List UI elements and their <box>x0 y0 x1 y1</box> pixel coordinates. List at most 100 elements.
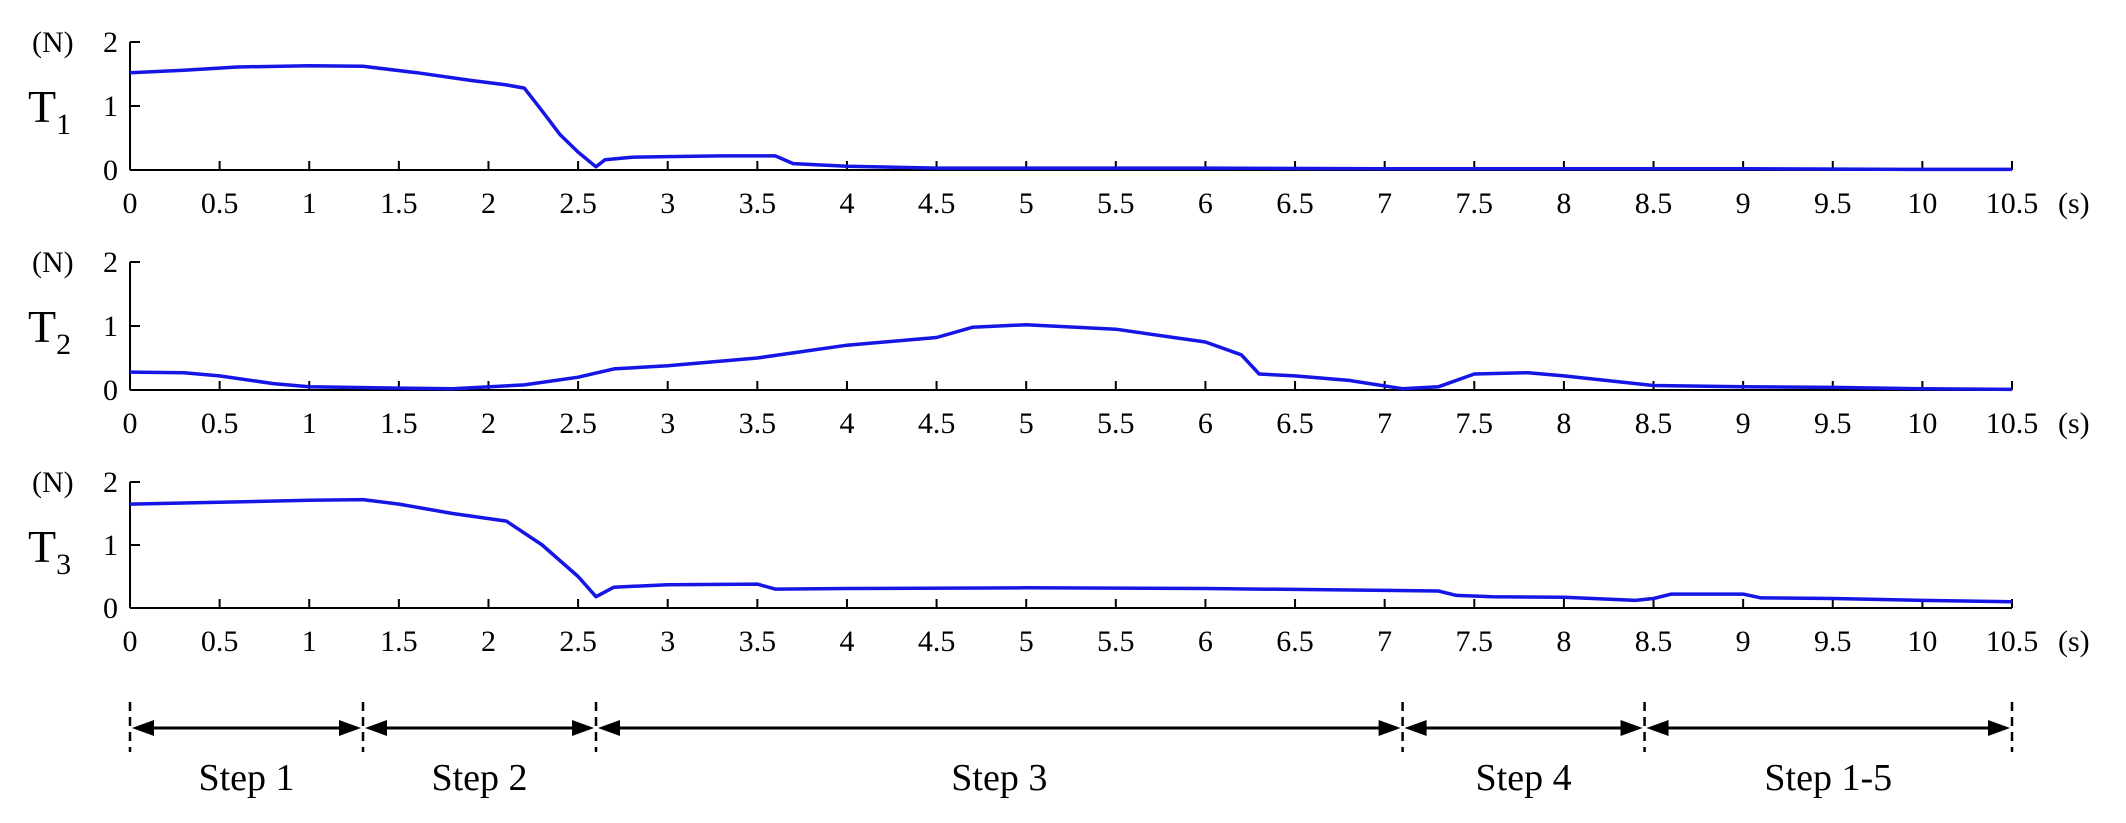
panel3-y-unit: (N) <box>32 466 74 499</box>
panel3-x-tick-label: 7.5 <box>1456 625 1494 658</box>
step-arrowhead-right <box>339 720 362 736</box>
step-label: Step 3 <box>951 757 1047 799</box>
panel3-y-label: T3 <box>28 521 71 581</box>
panel3-x-tick-label: 1 <box>302 625 317 658</box>
panel1-x-tick-label: 10 <box>1907 187 1937 220</box>
panel2-x-tick-label: 1 <box>302 407 317 440</box>
panel2-x-tick-label: 0.5 <box>201 407 239 440</box>
panel2-x-tick-label: 10.5 <box>1986 407 2039 440</box>
panel3-x-unit: (s) <box>2058 625 2090 658</box>
panel2-x-tick-label: 3.5 <box>739 407 777 440</box>
panel2-x-tick-label: 4 <box>839 407 854 440</box>
panel2-y-tick-label: 1 <box>103 310 118 343</box>
panel1-x-tick-label: 3.5 <box>739 187 777 220</box>
step-label: Step 1 <box>198 757 294 799</box>
panel2-x-tick-label: 2.5 <box>559 407 597 440</box>
panel2-x-tick-label: 9.5 <box>1814 407 1852 440</box>
panel3-x-tick-label: 10 <box>1907 625 1937 658</box>
step-arrowhead-left <box>1404 720 1427 736</box>
panel2-x-tick-label: 3 <box>660 407 675 440</box>
panel1-x-tick-label: 7 <box>1377 187 1392 220</box>
panel3-x-tick-label: 6.5 <box>1276 625 1314 658</box>
panel3-x-tick-label: 8.5 <box>1635 625 1673 658</box>
panel1-x-tick-label: 4.5 <box>918 187 956 220</box>
panel1-y-label: T1 <box>28 81 71 141</box>
panel3-x-tick-label: 5.5 <box>1097 625 1135 658</box>
panel1-x-tick-label: 1.5 <box>380 187 418 220</box>
panel2-x-tick-label: 10 <box>1907 407 1937 440</box>
panel2-x-tick-label: 5 <box>1019 407 1034 440</box>
panel2-x-tick-label: 5.5 <box>1097 407 1135 440</box>
panel2-y-tick-label: 0 <box>103 374 118 407</box>
panel1-y-tick-label: 0 <box>103 154 118 187</box>
panel2-x-tick-label: 8.5 <box>1635 407 1673 440</box>
panel2-x-tick-label: 7 <box>1377 407 1392 440</box>
panel1-x-tick-label: 0.5 <box>201 187 239 220</box>
panel1-x-unit: (s) <box>2058 187 2090 220</box>
panel2-x-tick-label: 9 <box>1736 407 1751 440</box>
panel2-x-unit: (s) <box>2058 407 2090 440</box>
panel2-x-tick-label: 7.5 <box>1456 407 1494 440</box>
step-arrowhead-left <box>1646 720 1669 736</box>
panel2-y-tick-label: 2 <box>103 246 118 279</box>
panel1-x-tick-label: 9 <box>1736 187 1751 220</box>
panel1-y-tick-label: 2 <box>103 26 118 59</box>
step-arrowhead-left <box>132 720 154 736</box>
panel1-x-tick-label: 2 <box>481 187 496 220</box>
panel1-x-tick-label: 5.5 <box>1097 187 1135 220</box>
step-label: Step 4 <box>1476 757 1572 799</box>
panel1-y-tick-label: 1 <box>103 90 118 123</box>
panel1-x-tick-label: 6.5 <box>1276 187 1314 220</box>
panel3-x-tick-label: 5 <box>1019 625 1034 658</box>
panel1-y-unit: (N) <box>32 26 74 59</box>
panel1-x-tick-label: 5 <box>1019 187 1034 220</box>
step-arrowhead-right <box>1620 720 1643 736</box>
panel3-x-tick-label: 7 <box>1377 625 1392 658</box>
panel3-x-tick-label: 1.5 <box>380 625 418 658</box>
panel2-x-tick-label: 4.5 <box>918 407 956 440</box>
panel3-x-tick-label: 9.5 <box>1814 625 1852 658</box>
panel2-x-tick-label: 0 <box>123 407 138 440</box>
panel1-x-tick-label: 2.5 <box>559 187 597 220</box>
panel3-x-tick-label: 10.5 <box>1986 625 2039 658</box>
panel3-y-tick-label: 0 <box>103 592 118 625</box>
step-arrowhead-right <box>1988 720 2010 736</box>
step-arrowhead-left <box>598 720 621 736</box>
panel2-x-tick-label: 6 <box>1198 407 1213 440</box>
panel3-x-tick-label: 0.5 <box>201 625 239 658</box>
step-arrowhead-right <box>1378 720 1401 736</box>
panel1-x-tick-label: 0 <box>123 187 138 220</box>
panel3-series-line <box>129 497 2013 604</box>
panel3-x-tick-label: 8 <box>1556 625 1571 658</box>
panel1-x-tick-label: 6 <box>1198 187 1213 220</box>
panel2-y-label: T2 <box>28 301 71 361</box>
panel1-x-tick-label: 4 <box>839 187 854 220</box>
step-label: Step 2 <box>431 757 527 799</box>
panel3-x-tick-label: 0 <box>123 625 138 658</box>
panel1-x-tick-label: 8 <box>1556 187 1571 220</box>
panel1-x-tick-label: 9.5 <box>1814 187 1852 220</box>
step-label: Step 1-5 <box>1764 757 1892 799</box>
panel3-x-tick-label: 9 <box>1736 625 1751 658</box>
panel3-y-tick-label: 1 <box>103 529 118 562</box>
panel3-x-tick-label: 6 <box>1198 625 1213 658</box>
panel1-x-tick-label: 10.5 <box>1986 187 2039 220</box>
panel2-series-line <box>129 322 2013 392</box>
panel3-y-tick-label: 2 <box>103 466 118 499</box>
step-arrowhead-left <box>365 720 388 736</box>
panel3-x-tick-label: 3 <box>660 625 675 658</box>
panel3-x-tick-label: 4 <box>839 625 854 658</box>
step-arrowhead-right <box>572 720 595 736</box>
panel2-x-tick-label: 1.5 <box>380 407 418 440</box>
panel3-x-tick-label: 4.5 <box>918 625 956 658</box>
panel1-x-tick-label: 7.5 <box>1456 187 1494 220</box>
panel2-y-unit: (N) <box>32 246 74 279</box>
panel3-x-tick-label: 2.5 <box>559 625 597 658</box>
panel1-x-tick-label: 8.5 <box>1635 187 1673 220</box>
panel3-x-tick-label: 3.5 <box>739 625 777 658</box>
panel1-series-line <box>129 63 2012 172</box>
panel2-x-tick-label: 8 <box>1556 407 1571 440</box>
panel1-x-tick-label: 1 <box>302 187 317 220</box>
